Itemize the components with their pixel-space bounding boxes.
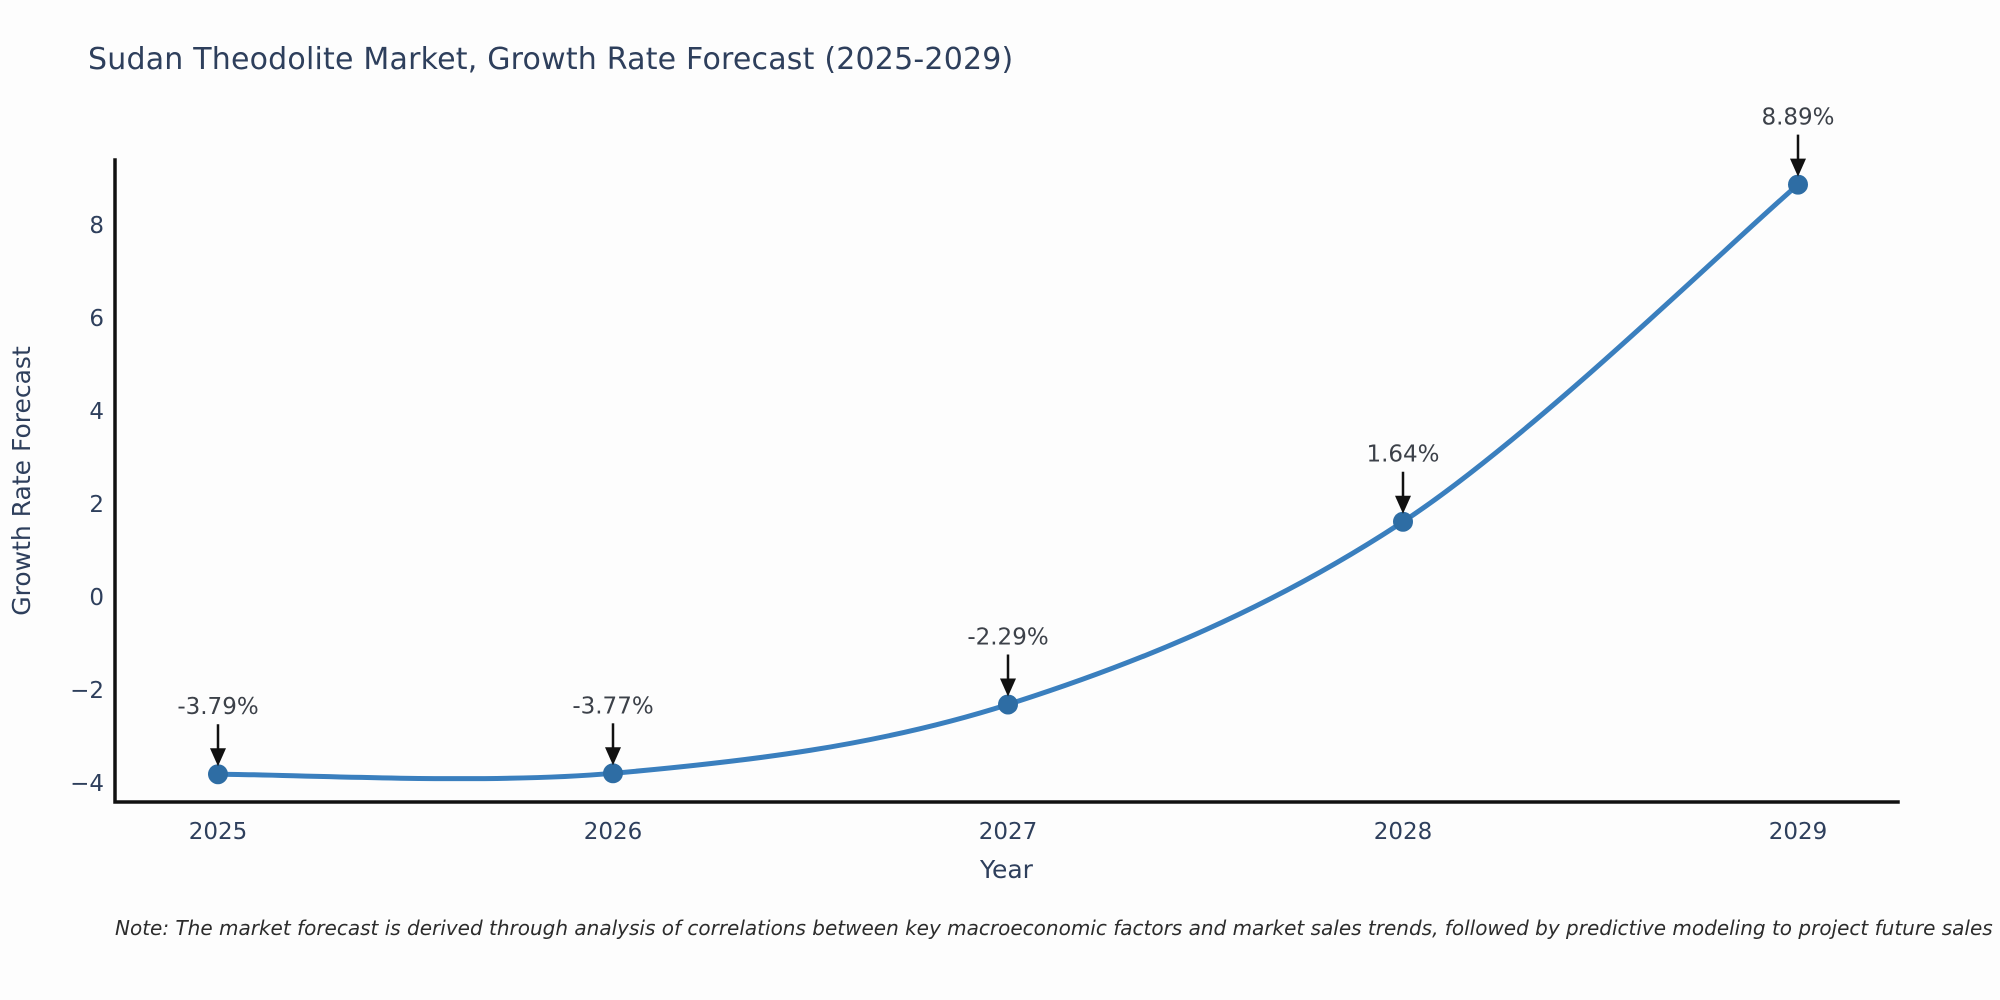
data-point-label: 8.89% bbox=[1761, 105, 1834, 131]
y-tick-label: 8 bbox=[89, 213, 104, 239]
x-tick-label: 2028 bbox=[1374, 819, 1433, 845]
annotation-arrowhead bbox=[1000, 678, 1016, 697]
x-tick-label: 2027 bbox=[979, 819, 1038, 845]
data-point-label: 1.64% bbox=[1366, 442, 1439, 468]
y-tick-label: 4 bbox=[89, 399, 104, 425]
y-axis-title: Growth Rate Forecast bbox=[7, 346, 36, 616]
data-point-marker bbox=[1393, 511, 1413, 532]
footnote: Note: The market forecast is derived thr… bbox=[115, 916, 1993, 940]
x-tick-label: 2025 bbox=[189, 819, 248, 845]
data-point-marker bbox=[998, 694, 1018, 715]
y-tick-label: −2 bbox=[70, 678, 104, 704]
x-tick-label: 2026 bbox=[584, 819, 643, 845]
data-point-label: -2.29% bbox=[967, 624, 1048, 650]
axis-lines bbox=[113, 158, 1900, 804]
y-tick-label: 6 bbox=[89, 306, 104, 332]
x-axis-title: Year bbox=[979, 855, 1034, 884]
forecast-line bbox=[215, 182, 1801, 782]
y-tick-label: 2 bbox=[89, 492, 104, 518]
annotation-arrowhead bbox=[1790, 158, 1806, 177]
data-point-label: -3.77% bbox=[572, 693, 653, 719]
data-point-label: -3.79% bbox=[177, 694, 258, 720]
data-point-marker bbox=[1788, 174, 1808, 195]
y-tick-label: −4 bbox=[70, 771, 104, 797]
y-tick-label: 0 bbox=[89, 585, 104, 611]
annotation-arrowhead bbox=[210, 748, 226, 767]
annotation-arrowhead bbox=[1395, 495, 1411, 514]
x-tick-label: 2029 bbox=[1769, 819, 1828, 845]
annotation-arrowhead bbox=[605, 747, 621, 766]
data-point-marker bbox=[603, 763, 623, 784]
chart-title: Sudan Theodolite Market, Growth Rate For… bbox=[88, 42, 1014, 77]
data-point-marker bbox=[208, 764, 228, 785]
